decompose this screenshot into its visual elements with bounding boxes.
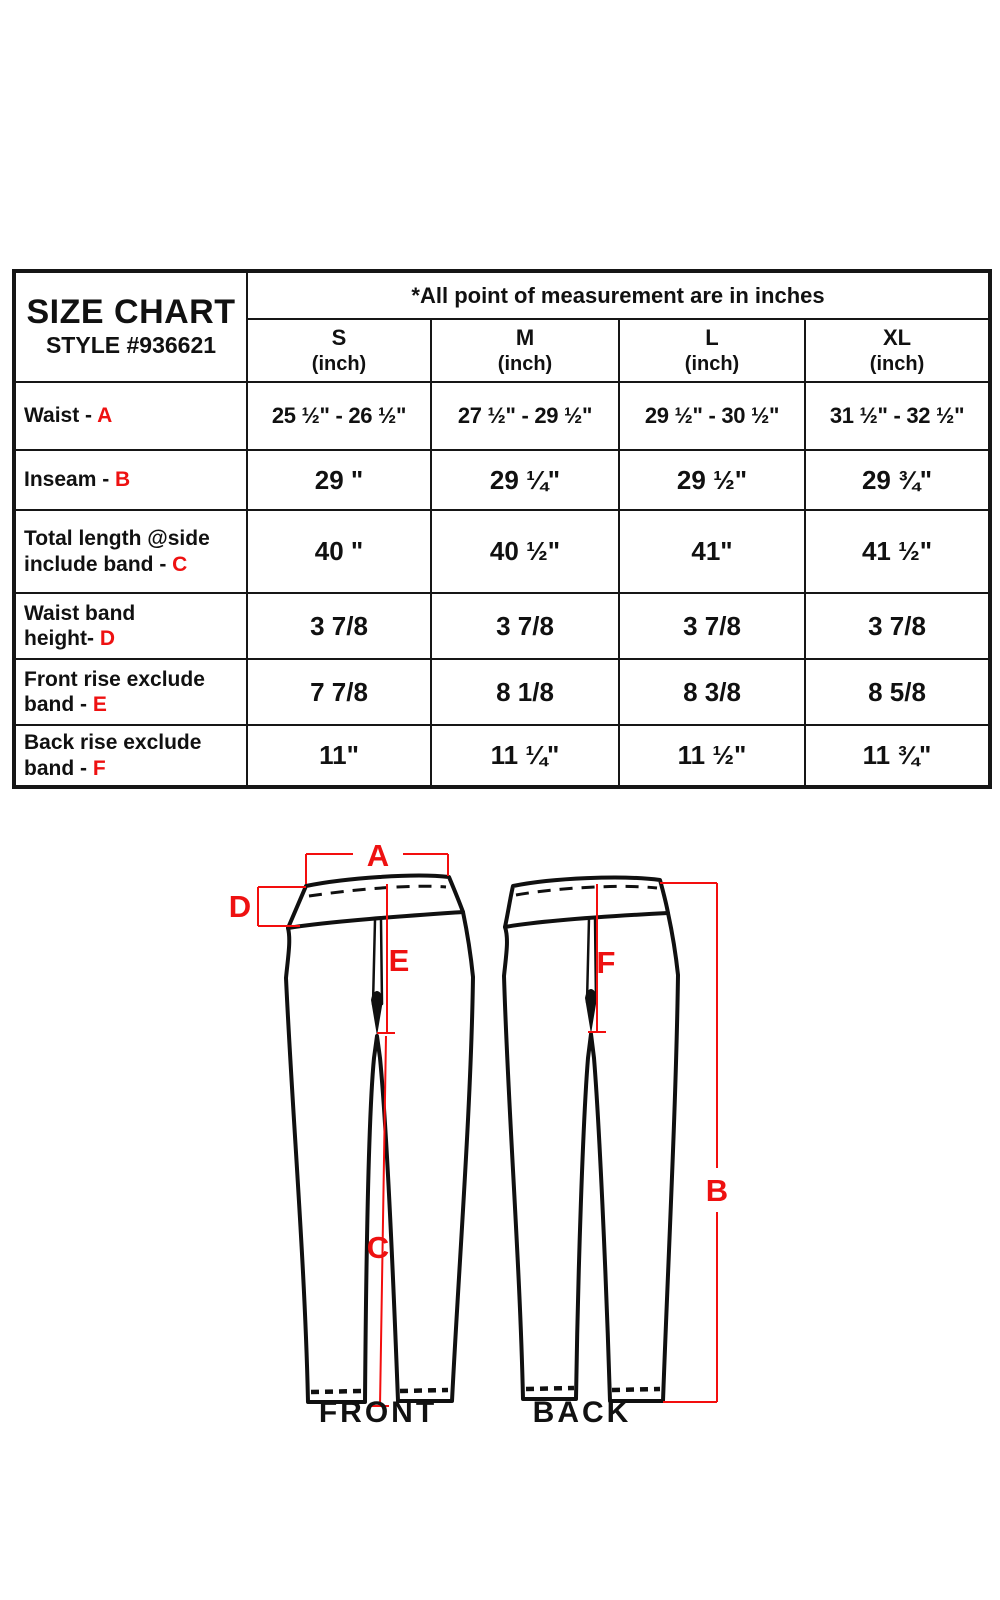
row-letter: D [99, 627, 115, 650]
value-cell: 40 ½" [430, 509, 620, 594]
value-cell: 7 7/8 [246, 658, 432, 726]
column-header-m: M (inch) [430, 318, 620, 383]
value-cell: 29 ½" - 30 ½" [618, 381, 806, 451]
row-letter: E [92, 693, 107, 716]
measure-line-a [305, 853, 449, 884]
column-header-s: S (inch) [246, 318, 432, 383]
back-center-seam-right [593, 916, 598, 1004]
row-label-cell: Waist band height- D [13, 592, 248, 660]
measure-label-c: C [367, 1230, 389, 1265]
measure-label-f: F [597, 945, 616, 980]
front-waistband-seam [286, 910, 465, 930]
size-table-head-body: SIZE CHART STYLE #936621 *All point of m… [13, 270, 992, 383]
page-title: SIZE CHART [26, 292, 236, 331]
front-center-seam-right [379, 918, 384, 1006]
value-cell: 29 ¼" [430, 449, 620, 511]
size-chart-table: SIZE CHART STYLE #936621 *All point of m… [12, 269, 993, 789]
row-label-cell: Front rise exclude band - E [13, 658, 248, 726]
value-cell: 8 1/8 [430, 658, 620, 726]
size-label: L [705, 325, 719, 351]
size-label: S [331, 325, 347, 351]
back-center-seam-left [585, 916, 591, 1004]
value-cell: 8 5/8 [803, 658, 992, 726]
front-left-hem-stitch [310, 1388, 363, 1395]
row-label-cell: Waist - A [13, 381, 248, 451]
value-cell: 3 7/8 [803, 592, 992, 660]
row-letter: A [97, 404, 113, 428]
value-cell: 29 ½" [618, 449, 806, 511]
row-letter: C [172, 552, 188, 576]
size-unit: (inch) [497, 352, 553, 375]
front-center-seam-left [371, 918, 377, 1006]
value-cell: 41 ½" [803, 509, 992, 594]
back-pants-outline [502, 875, 680, 1403]
measure-line-b [660, 882, 718, 1403]
measure-line-e [377, 884, 395, 1034]
back-view-label: BACK [533, 1396, 632, 1429]
title-cell: SIZE CHART STYLE #936621 [13, 270, 248, 383]
value-cell: 40 " [246, 509, 432, 594]
value-cell: 11 ¼" [430, 724, 620, 788]
measure-label-e: E [389, 943, 410, 978]
measure-line-c [371, 1035, 389, 1407]
row-label-cell: Total length @side include band - C [13, 509, 248, 594]
value-cell: 29 ¾" [803, 449, 992, 511]
table-row: Back rise exclude band - F 11" 11 ¼" 11 ½" 11… [13, 724, 992, 788]
value-cell: 25 ½" - 26 ½" [246, 381, 432, 451]
row-letter: B [115, 468, 131, 492]
value-cell: 29 " [246, 449, 432, 511]
value-cell: 11 ¾" [803, 724, 992, 788]
front-waistband-stitch [308, 884, 447, 898]
value-cell: 31 ½" - 32 ½" [803, 381, 992, 451]
back-waistband-seam [503, 911, 670, 929]
value-cell: 41" [618, 509, 806, 594]
measure-line-f [588, 884, 606, 1033]
measure-label-d: D [229, 889, 251, 924]
value-cell: 11 ½" [618, 724, 806, 788]
table-row: Total length @side include band - C 40 " 40… [13, 509, 992, 594]
table-row: Waist - A 25 ½" - 26 ½" 27 ½" - 29 ½" 29 ½"… [13, 381, 992, 451]
value-cell: 3 7/8 [618, 592, 806, 660]
value-cell: 11" [246, 724, 432, 788]
size-label: XL [882, 325, 912, 351]
size-unit: (inch) [869, 352, 925, 375]
size-table-body: Waist - A 25 ½" - 26 ½" 27 ½" - 29 ½" 29 ½"… [13, 381, 992, 788]
value-cell: 3 7/8 [430, 592, 620, 660]
row-letter: F [92, 756, 106, 780]
size-unit: (inch) [311, 352, 367, 375]
style-number: STYLE #936621 [45, 332, 217, 359]
measure-label-a: A [367, 838, 389, 873]
value-cell: 8 3/8 [618, 658, 806, 726]
row-label-cell: Inseam - B [13, 449, 248, 511]
column-header-l: L (inch) [618, 318, 806, 383]
size-unit: (inch) [684, 352, 740, 375]
row-label-cell: Back rise exclude band - F [13, 724, 248, 788]
front-view-label: FRONT [319, 1396, 437, 1429]
measure-label-b: B [706, 1173, 728, 1208]
value-cell: 3 7/8 [246, 592, 432, 660]
back-crotch [585, 989, 597, 1034]
measurement-diagram: A D E F B C FRONT BACK [229, 838, 728, 1429]
measurement-note: *All point of measurement are in inches [245, 270, 992, 320]
front-pants-outline [284, 873, 475, 1404]
size-label: M [515, 325, 535, 351]
back-waistband-stitch [515, 884, 658, 897]
front-crotch [371, 991, 383, 1036]
table-row: Inseam - B 29 " 29 ¼" 29 ½" 29 ¾" [13, 449, 992, 511]
measure-line-d [257, 886, 306, 927]
value-cell: 27 ½" - 29 ½" [430, 381, 620, 451]
column-header-xl: XL (inch) [803, 318, 992, 383]
